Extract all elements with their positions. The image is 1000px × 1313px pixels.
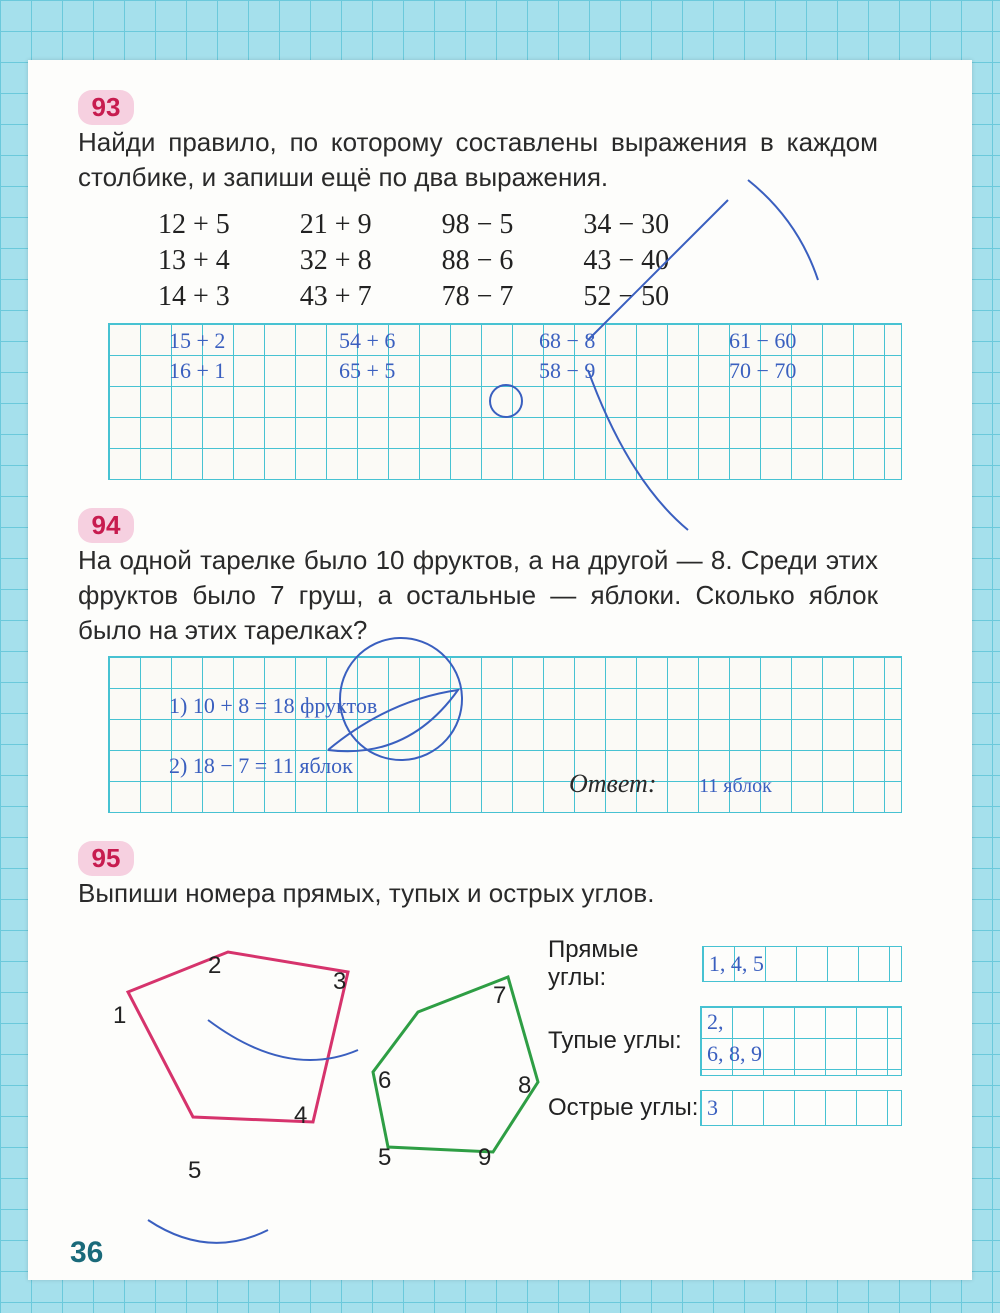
page-number: 36 — [70, 1236, 103, 1270]
vertex-label: 3 — [333, 968, 346, 996]
obtuse-angles-box[interactable]: 2, 6, 8, 9 — [700, 1006, 902, 1076]
answer-value: 11 яблок — [699, 775, 772, 798]
ex93-columns: 12 + 5 13 + 4 14 + 3 21 + 9 32 + 8 43 + … — [158, 209, 932, 313]
ex93-col-3: 98 − 5 88 − 6 78 − 7 — [442, 209, 514, 313]
expr: 88 − 6 — [442, 245, 514, 277]
hand-work: 2) 18 − 7 = 11 яблок — [169, 753, 353, 779]
hand-answer: 65 + 5 — [339, 358, 395, 384]
vertex-label: 5 — [378, 1144, 391, 1172]
vertex-label: 4 — [294, 1102, 307, 1130]
vertex-label: 6 — [378, 1067, 391, 1095]
ex93-text: Найди правило, по которому составлены вы… — [78, 125, 878, 195]
hand-answer: 70 − 70 — [729, 358, 796, 384]
exercise-94: 94 На одной тарелке было 10 фруктов, а н… — [28, 490, 972, 823]
right-angles-label: Прямые углы: — [548, 936, 702, 992]
vertex-label: 5 — [188, 1157, 201, 1185]
ex93-col-1: 12 + 5 13 + 4 14 + 3 — [158, 209, 230, 313]
hand-answer: 58 − 9 — [539, 358, 595, 384]
vertex-label: 7 — [493, 982, 506, 1010]
expr: 98 − 5 — [442, 209, 514, 241]
hand-work: 1) 10 + 8 = 18 фруктов — [169, 693, 377, 719]
hand-answer: 68 − 8 — [539, 328, 595, 354]
hand-answer: 61 − 60 — [729, 328, 796, 354]
shapes-area: 1 2 3 4 5 6 7 8 9 5 — [108, 922, 538, 1192]
pen-mark — [489, 384, 523, 418]
vertex-label: 2 — [208, 952, 221, 980]
exercise-93: 93 Найди правило, по которому составлены… — [28, 60, 972, 490]
vertex-label: 9 — [478, 1144, 491, 1172]
ex95-text: Выпиши номера прямых, тупых и острых угл… — [78, 876, 878, 911]
hand-answer: 1, 4, 5 — [709, 951, 764, 977]
workbook-page: 93 Найди правило, по которому составлены… — [28, 60, 972, 1280]
ex93-col-4: 34 − 30 43 − 40 52 − 50 — [583, 209, 669, 313]
hand-answer: 2, — [707, 1009, 724, 1035]
ex93-col-2: 21 + 9 32 + 8 43 + 7 — [300, 209, 372, 313]
right-angles-box[interactable]: 1, 4, 5 — [702, 946, 902, 982]
hand-answer: 6, 8, 9 — [707, 1041, 762, 1067]
ex94-number: 94 — [78, 508, 134, 543]
ex95-number: 95 — [78, 841, 134, 876]
acute-angles-label: Острые углы: — [548, 1094, 698, 1122]
expr: 34 − 30 — [583, 209, 669, 241]
hand-answer: 3 — [707, 1095, 718, 1121]
expr: 21 + 9 — [300, 209, 372, 241]
ex93-number: 93 — [78, 90, 134, 125]
vertex-label: 8 — [518, 1072, 531, 1100]
expr: 32 + 8 — [300, 245, 372, 277]
hand-answer: 54 + 6 — [339, 328, 395, 354]
exercise-95: 95 Выпиши номера прямых, тупых и острых … — [28, 823, 972, 1201]
answer-label: Ответ: — [569, 769, 656, 799]
ex94-text: На одной тарелке было 10 фруктов, а на д… — [78, 543, 878, 648]
acute-angles-box[interactable]: 3 — [700, 1090, 902, 1126]
angles-area: Прямые углы: 1, 4, 5 Тупые углы: 2, 6, 8… — [538, 922, 902, 1192]
hand-answer: 15 + 2 — [169, 328, 225, 354]
vertex-label: 1 — [113, 1002, 126, 1030]
expr: 43 − 40 — [583, 245, 669, 277]
expr: 43 + 7 — [300, 281, 372, 313]
expr: 78 − 7 — [442, 281, 514, 313]
expr: 52 − 50 — [583, 281, 669, 313]
expr: 13 + 4 — [158, 245, 230, 277]
obtuse-angles-label: Тупые углы: — [548, 1027, 682, 1055]
expr: 14 + 3 — [158, 281, 230, 313]
ex93-answer-grid[interactable]: 15 + 2 54 + 6 68 − 8 61 − 60 16 + 1 65 +… — [108, 323, 902, 480]
ex94-answer-grid[interactable]: 1) 10 + 8 = 18 фруктов 2) 18 − 7 = 11 яб… — [108, 656, 902, 813]
hand-answer: 16 + 1 — [169, 358, 225, 384]
expr: 12 + 5 — [158, 209, 230, 241]
